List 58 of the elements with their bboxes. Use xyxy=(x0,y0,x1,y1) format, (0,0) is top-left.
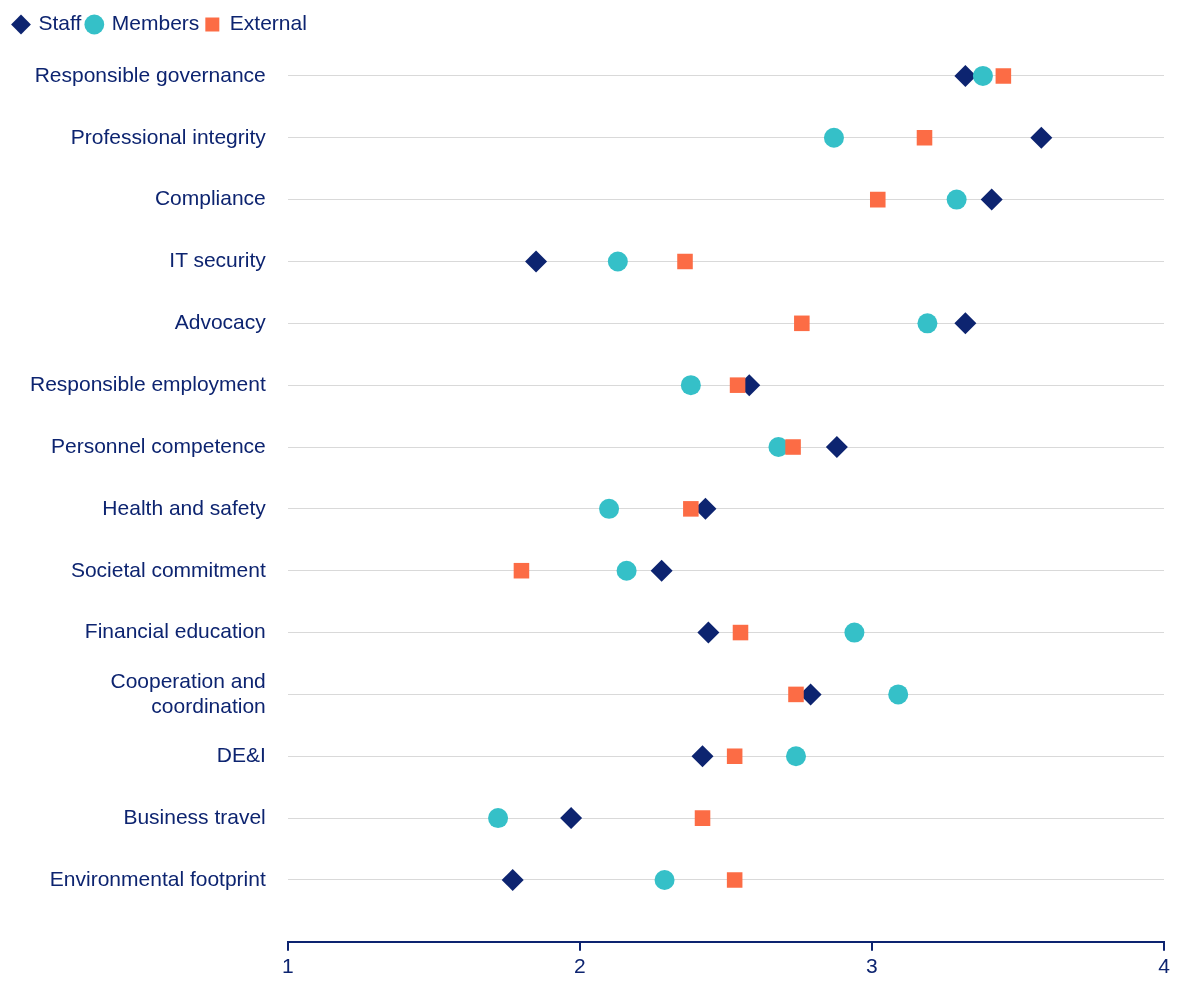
point xyxy=(825,436,848,459)
y-tick-label: Health and safety xyxy=(102,495,267,519)
point xyxy=(732,624,749,641)
y-tick-label: Financial education xyxy=(84,619,266,643)
point xyxy=(513,562,530,579)
point xyxy=(683,501,699,517)
point xyxy=(888,684,909,705)
point xyxy=(980,188,1003,211)
point xyxy=(691,745,714,768)
point xyxy=(697,621,720,644)
point xyxy=(616,560,637,581)
y-tick-label: Advocacy xyxy=(174,310,267,334)
point xyxy=(599,498,620,519)
y-tick-label: IT security xyxy=(169,248,267,272)
point xyxy=(823,127,844,148)
point xyxy=(501,868,524,891)
point xyxy=(946,189,967,210)
point xyxy=(972,65,993,86)
legend-label: Members xyxy=(111,11,200,35)
x-tick-label: 4 xyxy=(1158,954,1171,978)
x-tick-label: 2 xyxy=(574,954,586,978)
point xyxy=(650,559,673,582)
point xyxy=(680,375,701,396)
y-tick-label: DE&I xyxy=(216,743,266,767)
point xyxy=(654,869,675,890)
point xyxy=(785,439,801,455)
x-tick-label: 1 xyxy=(281,954,294,978)
point xyxy=(525,250,548,273)
point xyxy=(729,377,746,393)
y-tick-label: Environmental footprint xyxy=(49,866,266,890)
point xyxy=(607,251,628,272)
point xyxy=(794,315,810,332)
point xyxy=(488,808,509,829)
y-tick-label: Professional integrity xyxy=(70,124,267,148)
y-tick-label: Personnel competence xyxy=(50,433,266,457)
legend-label: External xyxy=(229,11,307,35)
y-tick-label: Societal commitment xyxy=(70,557,266,581)
point xyxy=(726,872,743,888)
x-tick-label: 3 xyxy=(866,954,878,978)
point xyxy=(560,807,583,830)
point xyxy=(995,68,1012,84)
point xyxy=(869,191,886,208)
point xyxy=(726,748,743,765)
point xyxy=(954,312,977,335)
point xyxy=(785,746,806,767)
y-tick-label: Responsible employment xyxy=(29,371,266,395)
y-tick-label: Compliance xyxy=(154,186,266,210)
y-tick-label: Business travel xyxy=(123,804,266,828)
point xyxy=(917,313,938,334)
point xyxy=(694,810,711,826)
point xyxy=(916,129,933,146)
y-tick-label: Responsible governance xyxy=(34,62,266,86)
y-tick-label: Cooperation and coordination xyxy=(110,668,266,717)
point xyxy=(844,622,865,643)
point xyxy=(677,253,693,270)
legend-label: Staff xyxy=(38,11,82,35)
point xyxy=(1030,126,1053,149)
point xyxy=(788,686,804,703)
